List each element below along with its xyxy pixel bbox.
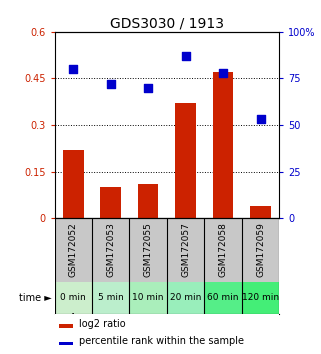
Point (108, 81, 113, 87)
Text: time ►: time ► (19, 293, 51, 303)
Bar (175, 103, 196, 218)
Text: 0 min: 0 min (60, 293, 86, 302)
Point (71, 66, 76, 72)
Text: 10 min: 10 min (133, 293, 164, 302)
Bar (138, 184, 159, 218)
Text: GSM172058: GSM172058 (219, 223, 228, 278)
Bar (55, 282, 92, 314)
Text: 60 min: 60 min (207, 293, 239, 302)
Bar (92, 282, 129, 314)
Text: 120 min: 120 min (242, 293, 279, 302)
Bar (250, 206, 271, 218)
Title: GDS3030 / 1913: GDS3030 / 1913 (110, 17, 224, 31)
Point (146, 85, 151, 91)
Bar (59, 324, 73, 328)
Text: percentile rank within the sample: percentile rank within the sample (79, 336, 244, 346)
Bar (63, 150, 83, 218)
Bar (242, 282, 279, 314)
Point (258, 116, 263, 122)
Text: 20 min: 20 min (170, 293, 201, 302)
Text: GSM172052: GSM172052 (69, 223, 78, 277)
Point (183, 53, 188, 59)
Bar (100, 187, 121, 218)
Bar (213, 72, 233, 218)
Bar (167, 282, 204, 314)
Text: 5 min: 5 min (98, 293, 124, 302)
Text: log2 ratio: log2 ratio (79, 319, 126, 329)
Bar (59, 342, 73, 345)
Text: GSM172055: GSM172055 (144, 223, 153, 278)
Text: GSM172057: GSM172057 (181, 223, 190, 278)
Bar (204, 282, 242, 314)
Text: GSM172053: GSM172053 (106, 223, 115, 278)
Point (221, 70, 226, 76)
Bar (129, 282, 167, 314)
Text: GSM172059: GSM172059 (256, 223, 265, 278)
